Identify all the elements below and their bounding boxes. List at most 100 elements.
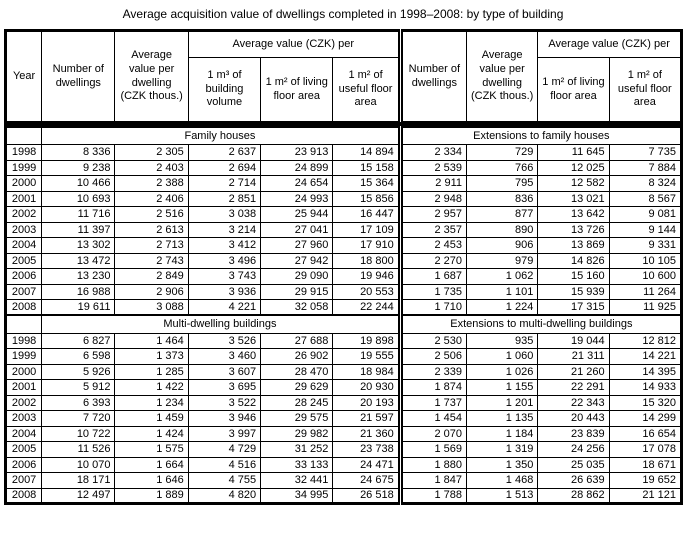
data-cell: 14 826 bbox=[537, 252, 610, 269]
data-cell: 26 518 bbox=[332, 487, 401, 504]
data-cell: 1 155 bbox=[465, 379, 539, 396]
data-cell: 3 088 bbox=[114, 299, 189, 316]
group-header-avg-value-right: Average value (CZK) per bbox=[537, 30, 682, 58]
data-cell: 15 158 bbox=[332, 159, 401, 176]
data-cell: 2 539 bbox=[397, 159, 468, 176]
data-cell: 12 497 bbox=[41, 487, 116, 504]
data-cell: 17 078 bbox=[608, 441, 683, 458]
data-cell: 9 081 bbox=[608, 206, 683, 223]
data-cell: 7 884 bbox=[608, 159, 683, 176]
data-cell: 1 201 bbox=[465, 394, 539, 411]
section-label-right: Extensions to multi-dwelling buildings bbox=[397, 314, 683, 334]
table-row: 2006 10 070 1 664 4 516 33 133 24 471 1 880 1 3… bbox=[4, 456, 683, 473]
data-cell: 2 957 bbox=[397, 206, 468, 223]
table-row: 2000 10 466 2 388 2 714 24 654 15 364 2 911 795… bbox=[4, 175, 683, 192]
data-cell: 2 516 bbox=[114, 206, 189, 223]
data-cell: 1 422 bbox=[114, 379, 189, 396]
data-cell: 23 738 bbox=[332, 441, 401, 458]
data-cell: 10 722 bbox=[41, 425, 116, 442]
year-cell: 2006 bbox=[4, 456, 43, 473]
section-band-row: Family houses Extensions to family houses bbox=[4, 125, 683, 145]
data-cell: 29 629 bbox=[260, 379, 334, 396]
data-cell: 24 675 bbox=[332, 472, 401, 489]
data-cell: 5 926 bbox=[41, 363, 116, 380]
data-cell: 17 109 bbox=[332, 221, 401, 238]
data-cell: 2 305 bbox=[114, 144, 189, 161]
col-header-m2-useful-right: 1 m² of useful floor area bbox=[608, 57, 683, 122]
data-cell: 3 997 bbox=[187, 425, 262, 442]
table-row: 2008 12 497 1 889 4 820 34 995 26 518 1 788 1 5… bbox=[4, 487, 683, 504]
table-row: 2004 13 302 2 713 3 412 27 960 17 910 2 453 906… bbox=[4, 237, 683, 254]
data-cell: 1 350 bbox=[465, 456, 539, 473]
year-cell: 2005 bbox=[4, 441, 43, 458]
data-cell: 1 373 bbox=[114, 348, 189, 365]
data-cell: 21 311 bbox=[537, 348, 610, 365]
data-cell: 29 982 bbox=[260, 425, 334, 442]
data-cell: 2 453 bbox=[397, 237, 468, 254]
data-cell: 18 984 bbox=[332, 363, 401, 380]
col-header-m2-useful-left: 1 m² of useful floor area bbox=[332, 57, 401, 122]
section-band-row: Multi-dwelling buildings Extensions to mu… bbox=[4, 314, 683, 334]
data-cell: 21 260 bbox=[537, 363, 610, 380]
table-row: 2007 18 171 1 646 4 755 32 441 24 675 1 847 1 4… bbox=[4, 472, 683, 489]
data-cell: 15 939 bbox=[537, 283, 610, 300]
table-row: 2000 5 926 1 285 3 607 28 470 18 984 2 339 1 02… bbox=[4, 363, 683, 380]
table-row: 1998 8 336 2 305 2 637 23 913 14 894 2 334 729 1… bbox=[4, 144, 683, 161]
table-row: 1999 6 598 1 373 3 460 26 902 19 555 2 506 1 06… bbox=[4, 348, 683, 365]
data-cell: 2 070 bbox=[397, 425, 468, 442]
data-cell: 33 133 bbox=[260, 456, 334, 473]
data-cell: 27 688 bbox=[260, 332, 334, 349]
data-cell: 1 735 bbox=[397, 283, 468, 300]
data-cell: 26 639 bbox=[537, 472, 610, 489]
table-row: 2002 11 716 2 516 3 038 25 944 16 447 2 957 877… bbox=[4, 206, 683, 223]
data-cell: 16 447 bbox=[332, 206, 401, 223]
data-cell: 15 856 bbox=[332, 190, 401, 207]
data-cell: 16 988 bbox=[41, 283, 116, 300]
data-cell: 21 360 bbox=[332, 425, 401, 442]
data-cell: 34 995 bbox=[260, 487, 334, 504]
data-cell: 21 597 bbox=[332, 410, 401, 427]
data-cell: 1 687 bbox=[397, 268, 468, 285]
year-cell: 2003 bbox=[4, 221, 43, 238]
year-cell: 2004 bbox=[4, 237, 43, 254]
data-cell: 10 105 bbox=[608, 252, 683, 269]
data-cell: 3 936 bbox=[187, 283, 262, 300]
data-cell: 14 299 bbox=[608, 410, 683, 427]
data-cell: 6 393 bbox=[41, 394, 116, 411]
data-cell: 7 735 bbox=[608, 144, 683, 161]
data-cell: 6 827 bbox=[41, 332, 116, 349]
data-cell: 20 553 bbox=[332, 283, 401, 300]
table-row: 2003 11 397 2 613 3 214 27 041 17 109 2 357 890… bbox=[4, 221, 683, 238]
data-cell: 13 021 bbox=[537, 190, 610, 207]
data-cell: 8 324 bbox=[608, 175, 683, 192]
data-cell: 766 bbox=[465, 159, 539, 176]
data-cell: 19 946 bbox=[332, 268, 401, 285]
table-row: 1998 6 827 1 464 3 526 27 688 19 898 2 530 935 1… bbox=[4, 332, 683, 349]
data-cell: 1 575 bbox=[114, 441, 189, 458]
data-cell: 2 948 bbox=[397, 190, 468, 207]
year-cell: 1998 bbox=[4, 144, 43, 161]
data-cell: 2 637 bbox=[187, 144, 262, 161]
acquisition-value-table: Year Number of dwellings Average value p… bbox=[4, 29, 683, 505]
data-cell: 13 726 bbox=[537, 221, 610, 238]
year-cell: 2007 bbox=[4, 472, 43, 489]
year-cell: 1999 bbox=[4, 348, 43, 365]
data-cell: 10 693 bbox=[41, 190, 116, 207]
data-cell: 24 256 bbox=[537, 441, 610, 458]
data-cell: 27 960 bbox=[260, 237, 334, 254]
data-cell: 1 874 bbox=[397, 379, 468, 396]
data-cell: 2 911 bbox=[397, 175, 468, 192]
data-cell: 1 737 bbox=[397, 394, 468, 411]
data-cell: 9 331 bbox=[608, 237, 683, 254]
table-row: 2003 7 720 1 459 3 946 29 575 21 597 1 454 1 13… bbox=[4, 410, 683, 427]
data-cell: 26 902 bbox=[260, 348, 334, 365]
data-cell: 19 652 bbox=[608, 472, 683, 489]
data-cell: 27 041 bbox=[260, 221, 334, 238]
data-cell: 28 470 bbox=[260, 363, 334, 380]
col-header-avg-per-dwelling-right: Average value per dwelling (CZK thous.) bbox=[465, 30, 539, 122]
section-label-left: Family houses bbox=[41, 125, 401, 145]
data-cell: 2 530 bbox=[397, 332, 468, 349]
table-header: Year Number of dwellings Average value p… bbox=[4, 30, 683, 122]
data-cell: 1 646 bbox=[114, 472, 189, 489]
